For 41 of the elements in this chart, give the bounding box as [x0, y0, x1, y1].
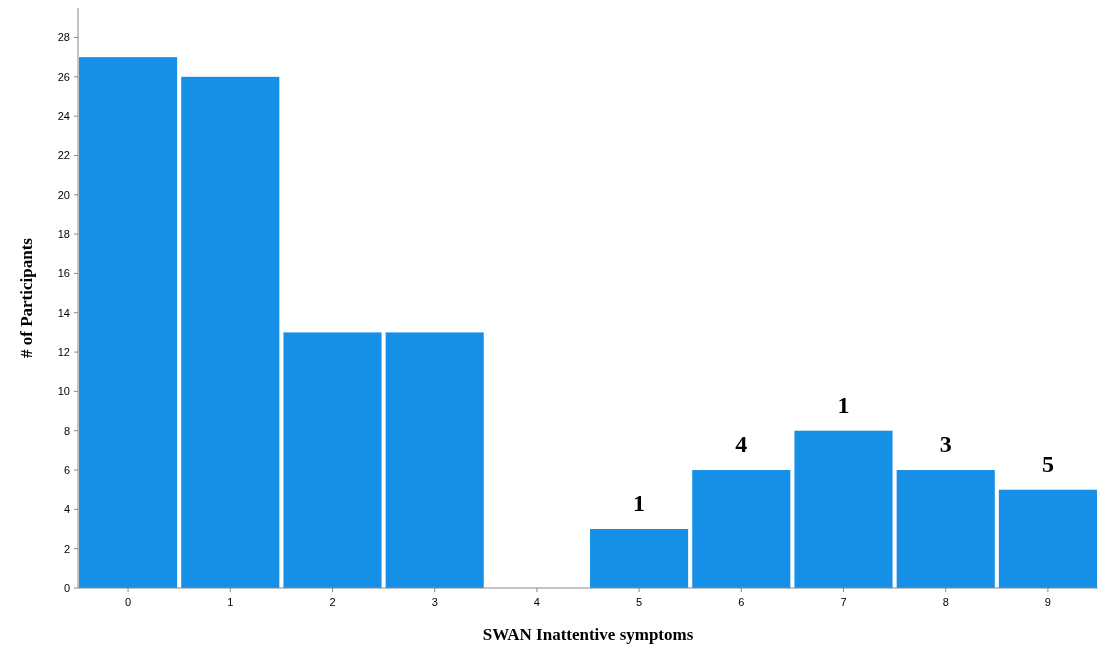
x-tick-label: 0 — [125, 596, 132, 608]
annotation: 1 — [633, 490, 646, 517]
bar — [896, 470, 995, 588]
y-tick-label: 26 — [57, 70, 70, 83]
x-tick-label: 6 — [738, 596, 745, 608]
y-tick-label: 4 — [63, 503, 70, 516]
x-tick-label: 7 — [840, 596, 847, 608]
y-axis-title: # of Participants — [17, 237, 36, 358]
bar — [998, 489, 1097, 588]
y-tick-label: 14 — [57, 306, 70, 319]
bar — [385, 332, 484, 588]
bar — [79, 57, 178, 588]
y-tick-label: 28 — [57, 31, 70, 44]
x-tick-label: 5 — [636, 596, 643, 608]
bar — [590, 529, 689, 588]
y-tick-label: 10 — [57, 385, 70, 398]
y-tick-label: 8 — [63, 424, 70, 437]
y-tick-label: 6 — [63, 463, 70, 476]
annotation: 3 — [939, 431, 952, 458]
x-tick-label: 2 — [329, 596, 336, 608]
bar — [283, 332, 382, 588]
x-tick-label: 8 — [942, 596, 949, 608]
y-tick-label: 16 — [57, 267, 70, 280]
y-tick-label: 0 — [63, 581, 70, 594]
annotation: 5 — [1041, 450, 1054, 477]
bar — [181, 76, 280, 588]
bar — [794, 430, 893, 588]
y-tick-label: 2 — [63, 542, 70, 555]
y-tick-label: 24 — [57, 109, 70, 122]
y-tick-label: 20 — [57, 188, 70, 201]
x-axis-title: SWAN Inattentive symptoms — [482, 625, 694, 644]
bar — [692, 470, 791, 588]
y-tick-label: 12 — [57, 345, 70, 358]
annotation: 1 — [837, 391, 850, 418]
x-tick-label: 4 — [533, 596, 540, 608]
x-tick-label: 9 — [1044, 596, 1051, 608]
x-tick-label: 3 — [431, 596, 438, 608]
y-tick-label: 18 — [57, 227, 70, 240]
y-tick-label: 22 — [57, 149, 70, 162]
annotation: 4 — [735, 431, 748, 458]
x-tick-label: 1 — [227, 596, 234, 608]
